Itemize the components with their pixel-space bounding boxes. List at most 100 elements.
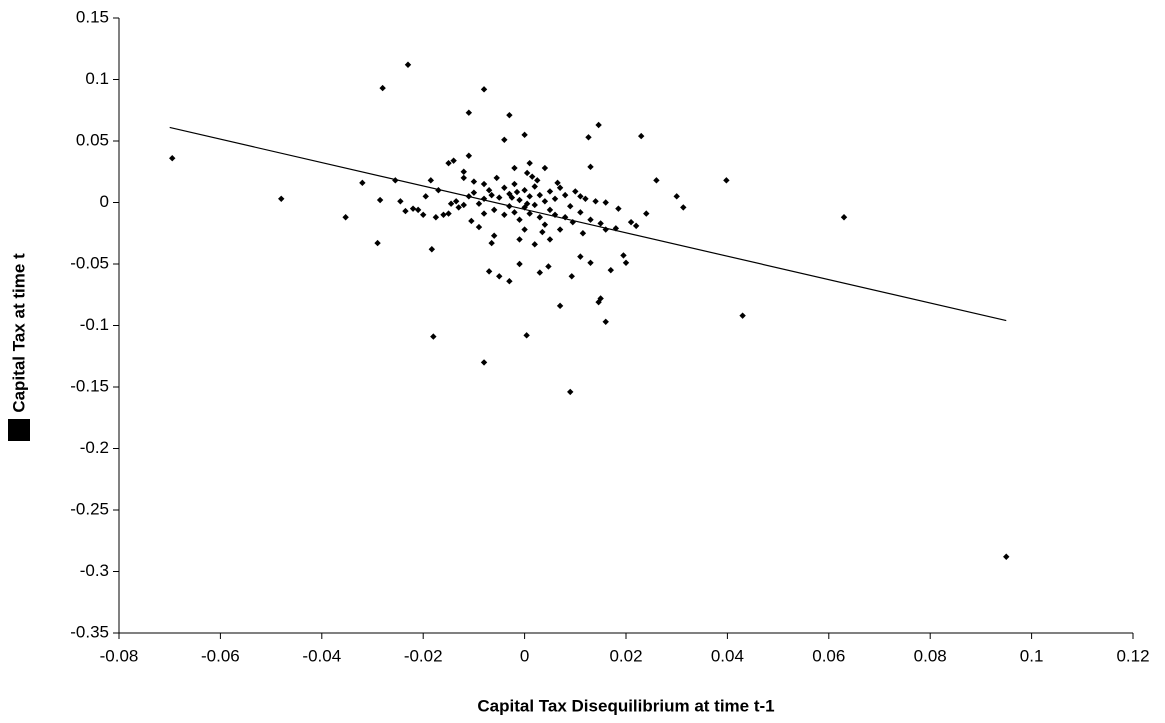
point — [506, 202, 513, 210]
point — [460, 201, 467, 209]
point — [536, 269, 544, 276]
point — [465, 193, 473, 200]
point — [493, 174, 500, 182]
point — [554, 179, 561, 187]
point — [539, 228, 546, 236]
point — [516, 260, 523, 268]
x-tick-label: -0.08 — [100, 646, 139, 665]
point — [587, 216, 594, 223]
x-tick-label: 0.1 — [1020, 646, 1044, 665]
point — [546, 188, 554, 195]
point — [577, 209, 584, 216]
point — [490, 206, 498, 214]
point — [169, 155, 176, 162]
point — [450, 157, 457, 164]
point — [556, 302, 564, 310]
y-tick-label: -0.25 — [70, 499, 109, 518]
point — [577, 193, 584, 200]
point — [653, 177, 660, 184]
y-tick-label: -0.2 — [80, 438, 109, 457]
point — [468, 217, 475, 225]
point — [470, 178, 478, 185]
point — [485, 187, 493, 194]
point — [488, 191, 495, 199]
point — [622, 259, 630, 266]
point — [475, 200, 483, 207]
point — [508, 194, 516, 201]
point — [470, 189, 478, 196]
point — [501, 136, 508, 143]
point — [428, 246, 436, 253]
point — [534, 177, 541, 184]
point — [531, 201, 538, 209]
point — [612, 225, 620, 232]
point — [521, 204, 528, 211]
point — [440, 211, 447, 218]
point — [460, 174, 467, 182]
point — [561, 191, 569, 199]
point — [485, 268, 493, 275]
point — [595, 298, 602, 306]
y-tick-label: 0 — [100, 192, 109, 211]
point — [460, 168, 467, 175]
point — [376, 196, 384, 204]
point — [592, 198, 599, 205]
point — [582, 195, 589, 203]
point — [568, 273, 575, 280]
point — [739, 312, 746, 319]
point — [516, 216, 523, 223]
point — [480, 86, 488, 93]
point — [480, 195, 488, 203]
point — [595, 121, 602, 129]
point — [723, 177, 730, 184]
point — [445, 210, 452, 217]
point — [374, 239, 381, 247]
point — [536, 214, 544, 221]
point — [526, 193, 533, 200]
point — [551, 211, 559, 218]
point — [1003, 553, 1010, 560]
y-tick-label: 0.15 — [76, 7, 109, 26]
point — [506, 278, 513, 285]
point — [511, 209, 518, 216]
point — [409, 205, 417, 212]
y-tick-label: -0.35 — [70, 622, 109, 641]
point — [506, 111, 513, 119]
point — [523, 332, 530, 339]
point — [465, 109, 473, 116]
point — [435, 187, 442, 194]
point — [840, 214, 848, 221]
x-tick-label: -0.04 — [302, 646, 341, 665]
y-tick-label: -0.3 — [80, 561, 109, 580]
point — [529, 173, 536, 180]
point — [465, 152, 473, 159]
point — [577, 253, 584, 260]
y-tick-label: -0.15 — [70, 376, 109, 395]
point — [541, 198, 549, 205]
x-tick-label: 0.06 — [812, 646, 845, 665]
point — [632, 222, 640, 230]
point — [480, 210, 488, 217]
point — [475, 223, 483, 231]
point — [567, 388, 574, 396]
y-tick-label: -0.05 — [70, 253, 109, 272]
x-tick-label: -0.06 — [201, 646, 240, 665]
point — [455, 204, 462, 211]
point — [536, 191, 544, 199]
point — [402, 207, 409, 215]
point — [579, 230, 587, 237]
point — [432, 214, 440, 221]
x-tick-label: 0.12 — [1116, 646, 1149, 665]
point — [680, 204, 687, 211]
y-tick-label: 0.05 — [76, 130, 109, 149]
point — [480, 180, 488, 188]
point — [620, 252, 627, 259]
point — [379, 84, 386, 92]
point — [452, 198, 460, 205]
point — [546, 236, 554, 243]
point — [602, 199, 609, 206]
point — [513, 188, 521, 196]
point — [567, 202, 574, 210]
point — [597, 220, 604, 227]
x-tick-label: 0.02 — [609, 646, 642, 665]
